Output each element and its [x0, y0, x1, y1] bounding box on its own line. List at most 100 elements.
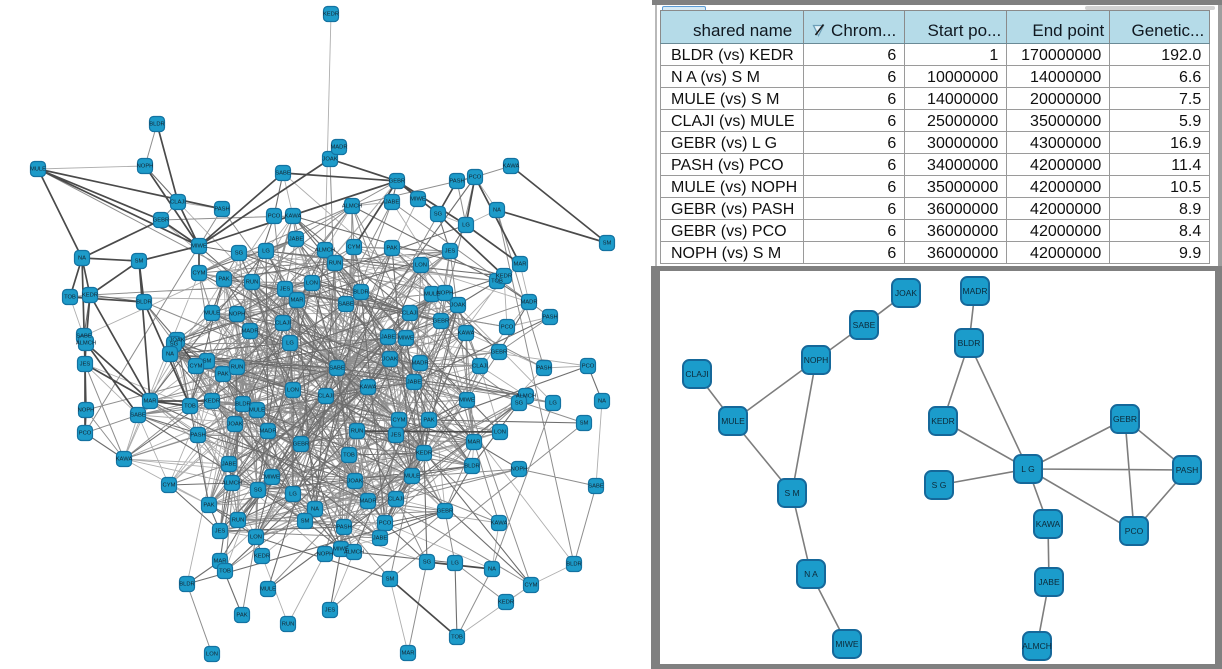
svg-text:KAWA: KAWA — [458, 331, 475, 337]
svg-text:JOAK: JOAK — [227, 422, 242, 428]
svg-text:SG: SG — [254, 488, 263, 494]
svg-text:NA: NA — [598, 399, 606, 405]
svg-text:SG: SG — [170, 342, 179, 348]
svg-text:CYM: CYM — [193, 271, 206, 277]
svg-text:PASH: PASH — [449, 179, 464, 185]
svg-text:NA: NA — [166, 352, 174, 358]
svg-text:KAWA: KAWA — [116, 457, 133, 463]
svg-text:KAWA: KAWA — [1036, 519, 1061, 529]
svg-text:NOPH: NOPH — [511, 467, 528, 473]
svg-text:MIWE: MIWE — [264, 475, 280, 481]
svg-text:ALMCH: ALMCH — [342, 204, 362, 210]
svg-text:CLAJI: CLAJI — [388, 497, 404, 503]
svg-text:TOB: TOB — [219, 569, 231, 575]
svg-text:NA: NA — [311, 507, 319, 513]
svg-text:KEDR: KEDR — [416, 451, 432, 457]
svg-text:KEDR: KEDR — [496, 274, 512, 280]
svg-text:SM: SM — [386, 577, 395, 583]
svg-text:PASH: PASH — [190, 433, 205, 439]
svg-text:MADR: MADR — [241, 329, 258, 335]
svg-text:MAR: MAR — [144, 399, 157, 405]
svg-text:SABE: SABE — [338, 302, 354, 308]
svg-text:MADR: MADR — [259, 429, 276, 435]
svg-text:JOAK: JOAK — [169, 338, 184, 344]
svg-text:TOB: TOB — [343, 453, 355, 459]
svg-text:PCO: PCO — [79, 431, 92, 437]
svg-text:CYM: CYM — [393, 418, 406, 424]
svg-text:GEBR: GEBR — [1113, 414, 1137, 424]
svg-text:NOPH: NOPH — [137, 164, 154, 170]
svg-text:SABE: SABE — [853, 320, 876, 330]
svg-text:CYM: CYM — [348, 245, 361, 251]
svg-text:GEBR: GEBR — [491, 350, 507, 356]
svg-text:JES: JES — [325, 608, 336, 614]
svg-text:LON: LON — [415, 263, 427, 269]
svg-text:JES: JES — [280, 287, 291, 293]
svg-text:BLDR: BLDR — [136, 300, 151, 306]
svg-text:LG: LG — [451, 561, 459, 567]
svg-text:MIWE: MIWE — [398, 336, 414, 342]
svg-text:RUN: RUN — [232, 518, 245, 524]
svg-text:CLAJI: CLAJI — [472, 364, 488, 370]
svg-text:KEDR: KEDR — [323, 12, 339, 18]
svg-text:PASH: PASH — [542, 315, 557, 321]
svg-text:TOB: TOB — [184, 404, 196, 410]
svg-text:MIWE: MIWE — [410, 197, 426, 203]
svg-text:BLDR: BLDR — [566, 562, 581, 568]
svg-text:JABE: JABE — [1038, 577, 1060, 587]
svg-text:NOPH: NOPH — [437, 291, 454, 297]
svg-text:NA: NA — [78, 256, 86, 262]
svg-text:PASH: PASH — [1176, 465, 1199, 475]
svg-text:SG: SG — [235, 251, 244, 257]
svg-text:GEBR: GEBR — [437, 509, 453, 515]
svg-text:SM: SM — [580, 421, 589, 427]
svg-text:S G: S G — [932, 480, 947, 490]
svg-text:BLDR: BLDR — [464, 464, 479, 470]
svg-text:CLAJI: CLAJI — [170, 200, 186, 206]
svg-text:RUN: RUN — [329, 261, 342, 267]
svg-text:SG: SG — [434, 212, 443, 218]
svg-text:JABE: JABE — [289, 237, 304, 243]
svg-text:JABE: JABE — [381, 335, 396, 341]
svg-text:CYM: CYM — [525, 583, 538, 589]
svg-text:KAWA: KAWA — [285, 214, 302, 220]
svg-text:MAR: MAR — [214, 559, 227, 565]
svg-text:PASH: PASH — [536, 366, 551, 372]
svg-text:CYM: CYM — [190, 364, 203, 370]
svg-text:JES: JES — [391, 433, 402, 439]
svg-text:MAR: MAR — [468, 440, 481, 446]
svg-text:MULE: MULE — [424, 292, 440, 298]
svg-text:PAK: PAK — [423, 418, 434, 424]
svg-text:ALMCH: ALMCH — [315, 248, 335, 254]
svg-text:TOB: TOB — [64, 295, 76, 301]
svg-text:JES: JES — [215, 529, 226, 535]
svg-text:MULE: MULE — [249, 408, 265, 414]
svg-text:NOPH: NOPH — [78, 408, 95, 414]
svg-text:NOPH: NOPH — [804, 355, 829, 365]
svg-text:BLDR: BLDR — [149, 122, 164, 128]
svg-text:BLDR: BLDR — [235, 402, 250, 408]
svg-text:LG: LG — [262, 249, 270, 255]
svg-text:MIWE: MIWE — [333, 547, 349, 553]
svg-text:SABE: SABE — [130, 413, 146, 419]
svg-text:LON: LON — [250, 535, 262, 541]
svg-text:MULE: MULE — [404, 474, 420, 480]
svg-text:MULE: MULE — [30, 167, 46, 173]
svg-text:CLAJI: CLAJI — [318, 394, 334, 400]
svg-text:ALMCH: ALMCH — [222, 481, 242, 487]
svg-text:BLDR: BLDR — [958, 338, 981, 348]
svg-text:NOPH: NOPH — [317, 552, 334, 558]
svg-text:N A: N A — [804, 569, 818, 579]
svg-text:KEDR: KEDR — [82, 293, 98, 299]
svg-text:JABE: JABE — [385, 200, 400, 206]
svg-text:NA: NA — [493, 208, 501, 214]
svg-text:PASH: PASH — [214, 207, 229, 213]
svg-text:JOAK: JOAK — [347, 479, 362, 485]
svg-text:TOB: TOB — [451, 635, 463, 641]
svg-text:KEDR: KEDR — [498, 600, 514, 606]
svg-text:SG: SG — [423, 560, 432, 566]
svg-text:LG: LG — [286, 341, 294, 347]
svg-text:MADR: MADR — [962, 286, 987, 296]
svg-text:LG: LG — [549, 401, 557, 407]
svg-text:RUN: RUN — [282, 622, 295, 628]
